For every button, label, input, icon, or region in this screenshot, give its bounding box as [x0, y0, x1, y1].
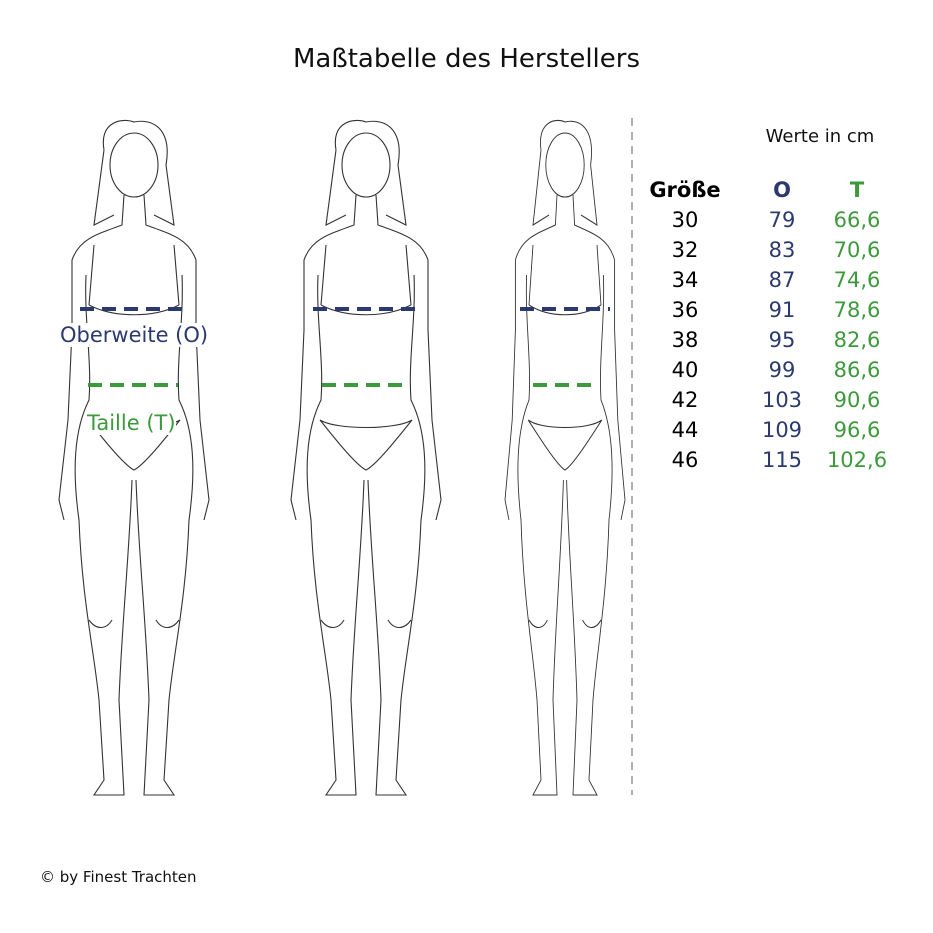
- table-cell: 38: [671, 328, 699, 352]
- unit-note: Werte in cm: [765, 126, 875, 147]
- table-cell: 82,6: [833, 328, 881, 352]
- table-cell: 99: [768, 358, 796, 382]
- table-cell: 102,6: [826, 448, 888, 472]
- table-cell: 32: [671, 238, 699, 262]
- table-cell: 91: [768, 298, 796, 322]
- table-cell: 115: [761, 448, 803, 472]
- table-header: Größe: [649, 178, 721, 202]
- table-cell: 103: [761, 388, 803, 412]
- table-cell: 40: [671, 358, 699, 382]
- side-view-figure: [504, 119, 626, 796]
- bust-label: Oberweite (O): [60, 323, 209, 347]
- table-cell: 36: [671, 298, 699, 322]
- table-cell: 70,6: [833, 238, 881, 262]
- table-cell: 74,6: [833, 268, 881, 292]
- table-cell: 86,6: [833, 358, 881, 382]
- table-cell: 78,6: [833, 298, 881, 322]
- page-title: Maßtabelle des Herstellers: [292, 44, 641, 74]
- back-view-figure: [290, 119, 442, 796]
- table-header: T: [849, 178, 865, 202]
- front-view-figure: [58, 119, 210, 796]
- table-cell: 87: [768, 268, 796, 292]
- copyright: © by Finest Trachten: [40, 868, 197, 886]
- table-cell: 90,6: [833, 388, 881, 412]
- table-cell: 83: [768, 238, 796, 262]
- table-cell: 30: [671, 208, 699, 232]
- table-cell: 96,6: [833, 418, 881, 442]
- table-cell: 109: [761, 418, 803, 442]
- table-cell: 79: [768, 208, 796, 232]
- table-cell: 34: [671, 268, 699, 292]
- table-cell: 95: [768, 328, 796, 352]
- table-header: O: [773, 178, 791, 202]
- table-cell: 42: [671, 388, 699, 412]
- table-cell: 46: [671, 448, 699, 472]
- table-cell: 66,6: [833, 208, 881, 232]
- table-cell: 44: [671, 418, 699, 442]
- waist-label: Taille (T): [87, 411, 176, 435]
